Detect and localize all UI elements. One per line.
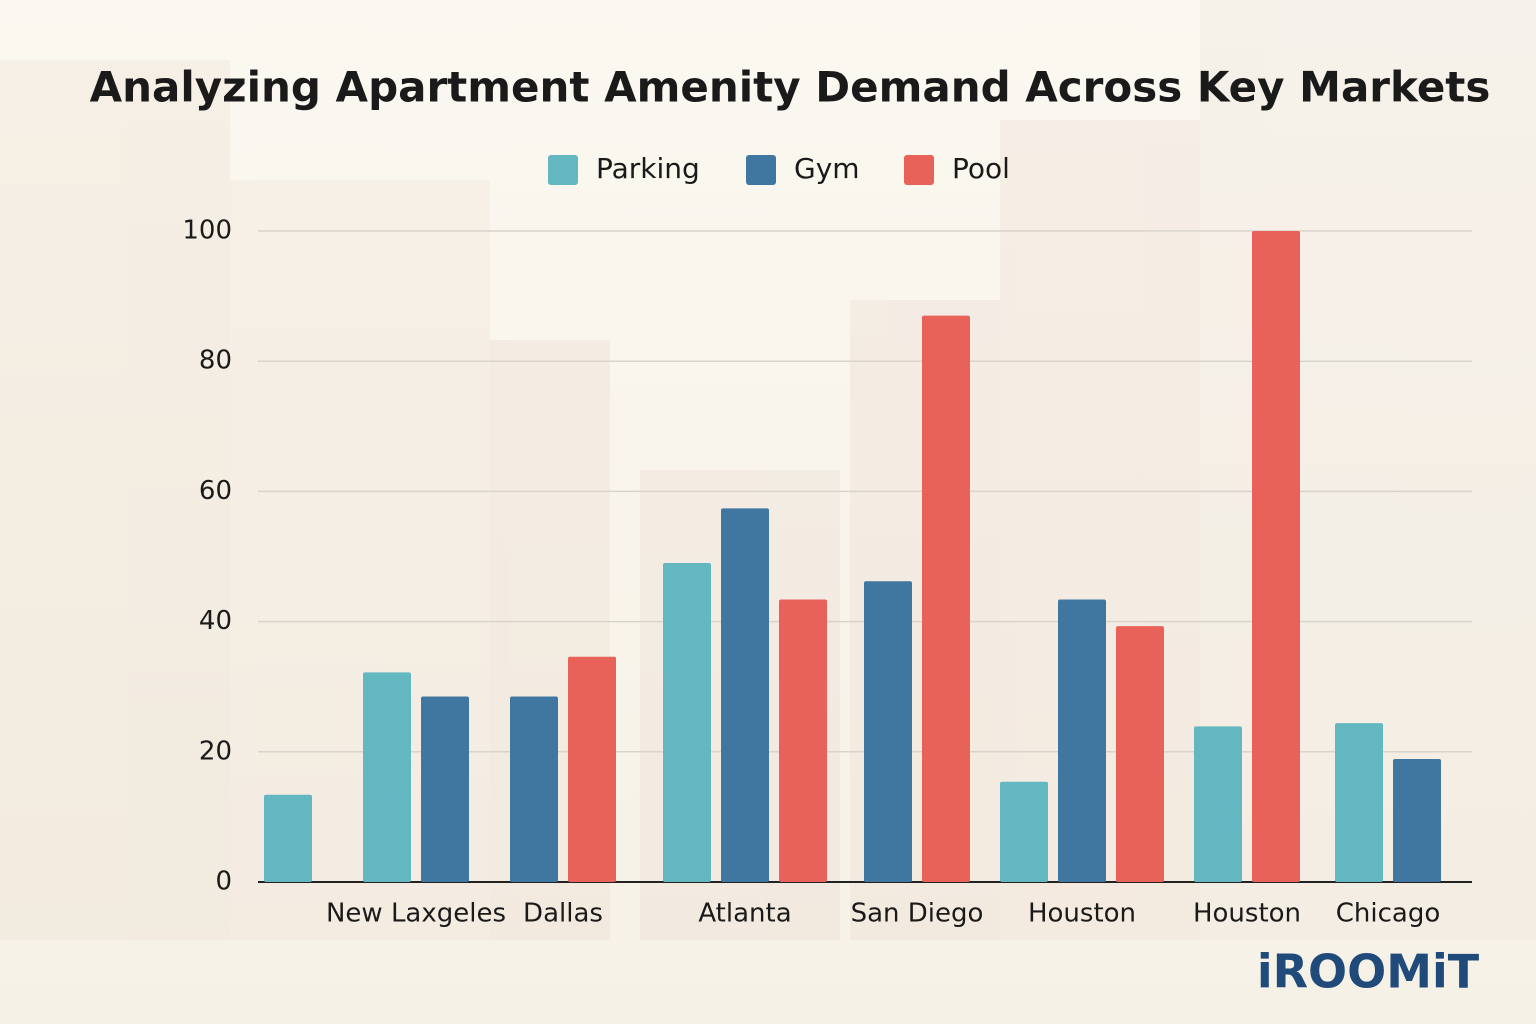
bar — [1393, 758, 1441, 882]
bar — [264, 794, 312, 882]
legend-label: Parking — [596, 152, 700, 185]
y-tick-label: 80 — [199, 346, 232, 376]
x-tick-label: San Diego — [851, 899, 984, 929]
legend-label: Gym — [794, 152, 860, 185]
bar — [510, 696, 558, 882]
bar — [779, 599, 827, 882]
legend-label: Pool — [952, 152, 1010, 185]
y-tick-label: 40 — [199, 606, 232, 636]
bar — [1252, 231, 1300, 882]
legend-swatch — [746, 155, 776, 185]
bar — [1058, 599, 1106, 882]
bar — [1116, 626, 1164, 882]
y-tick-label: 100 — [182, 216, 232, 246]
legend-swatch — [548, 155, 578, 185]
legend-swatch — [904, 155, 934, 185]
bar — [363, 672, 411, 882]
bar — [1335, 723, 1383, 882]
chart-title: Analyzing Apartment Amenity Demand Acros… — [90, 63, 1491, 112]
bar — [568, 656, 616, 882]
y-tick-label: 0 — [215, 867, 232, 897]
bar — [421, 696, 469, 882]
bar — [663, 563, 711, 882]
x-tick-label: Atlanta — [698, 899, 791, 929]
bar — [922, 315, 970, 882]
bar — [721, 508, 769, 882]
x-tick-label: Houston — [1028, 899, 1136, 929]
x-tick-label: Dallas — [523, 899, 603, 929]
bar — [1000, 781, 1048, 882]
brand-logo: iROOMiT — [1257, 945, 1480, 999]
y-tick-label: 20 — [199, 736, 232, 766]
bar — [864, 581, 912, 882]
x-tick-label: Chicago — [1336, 899, 1441, 929]
x-tick-label: Houston — [1193, 899, 1301, 929]
y-tick-label: 60 — [199, 476, 232, 506]
x-tick-label: New Laxgeles — [326, 899, 506, 929]
bar — [1194, 726, 1242, 882]
